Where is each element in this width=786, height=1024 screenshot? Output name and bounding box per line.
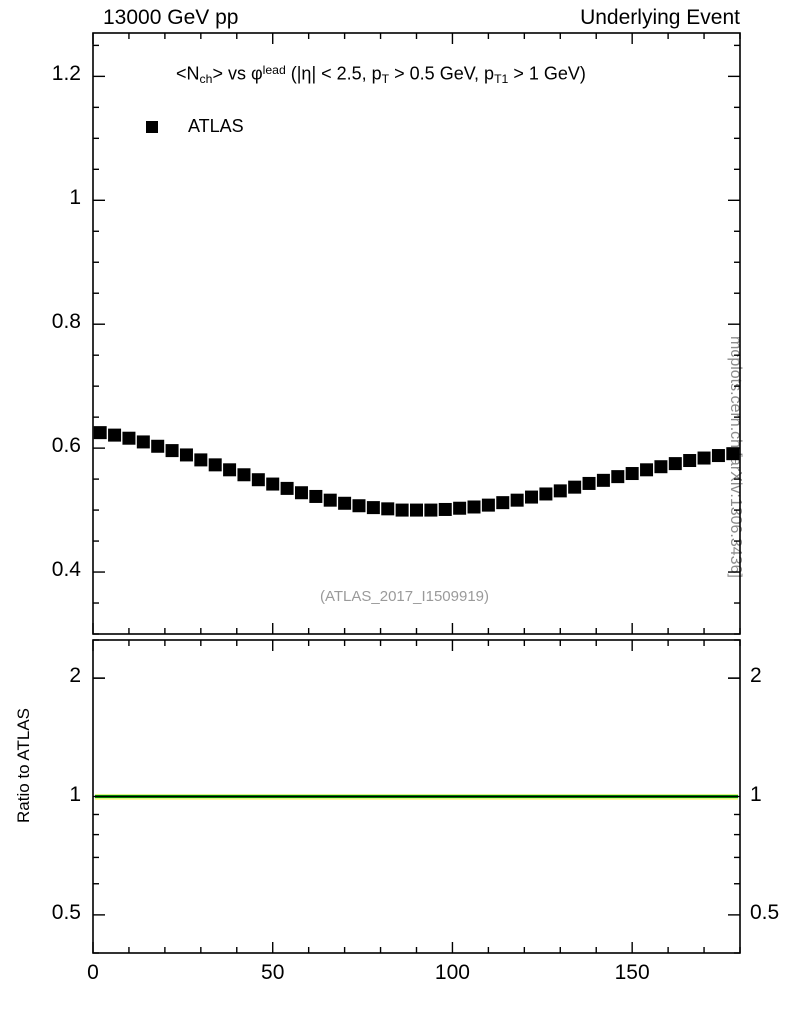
data-point	[237, 468, 251, 482]
title-cuts-mid: > 0.5 GeV, p	[389, 63, 495, 84]
x-tick-label: 50	[261, 961, 285, 984]
data-point	[496, 496, 510, 510]
data-point	[309, 489, 323, 503]
x-tick-label: 150	[614, 961, 650, 984]
title-pt1-sub: T1	[494, 72, 509, 87]
data-point	[352, 499, 366, 513]
data-point	[683, 454, 697, 468]
data-point	[553, 484, 567, 498]
main-y-tick-label: 0.6	[51, 434, 81, 458]
data-point	[366, 501, 380, 515]
title-observable-sub: ch	[199, 72, 213, 87]
data-point	[510, 493, 524, 507]
title-observable-close: > vs	[212, 63, 251, 84]
plot-title: <Nch> vs φlead (|η| < 2.5, pT > 0.5 GeV,…	[176, 63, 586, 86]
data-point	[410, 503, 423, 517]
data-point	[136, 435, 150, 449]
main-plot-frame	[92, 32, 741, 635]
data-point	[251, 473, 265, 487]
ratio-y-tick-label-left: 0.5	[51, 900, 81, 924]
data-series-atlas	[93, 426, 740, 517]
data-point	[194, 453, 208, 467]
x-tick-label: 100	[434, 961, 470, 984]
legend: ATLAS	[146, 116, 244, 137]
data-point	[93, 426, 107, 440]
data-point	[294, 486, 308, 500]
main-y-tick-label: 0.4	[51, 558, 81, 582]
header-analysis-category: Underlying Event	[580, 6, 740, 29]
data-point	[726, 447, 740, 461]
data-point	[122, 431, 136, 445]
title-pt-sub: T	[381, 72, 390, 87]
title-phi-sup: lead	[262, 63, 286, 77]
data-point	[108, 428, 122, 442]
data-point	[481, 498, 495, 512]
x-tick-label: 0	[87, 961, 99, 984]
data-point	[395, 503, 409, 517]
data-point	[596, 473, 610, 487]
data-point	[223, 463, 237, 477]
legend-label-atlas: ATLAS	[188, 116, 244, 136]
data-point	[381, 502, 395, 516]
data-point	[568, 480, 582, 494]
data-point	[165, 444, 179, 458]
data-point	[640, 463, 654, 477]
data-point	[668, 457, 682, 471]
data-point	[467, 500, 481, 514]
legend-marker-atlas	[146, 120, 158, 133]
data-point	[179, 448, 193, 462]
title-cuts-close: > 1 GeV)	[508, 63, 586, 84]
data-point	[151, 439, 165, 453]
main-y-tick-label: 1	[69, 186, 81, 210]
main-y-tick-label: 0.8	[51, 310, 81, 334]
data-point	[611, 470, 625, 484]
data-point	[697, 451, 711, 465]
data-point	[654, 460, 668, 474]
data-point	[453, 501, 467, 515]
data-point	[525, 490, 539, 504]
analysis-id-label: (ATLAS_2017_I1509919)	[320, 588, 490, 605]
ratio-y-tick-label-right: 0.5	[750, 900, 780, 924]
ratio-y-tick-label-left: 2	[69, 664, 81, 688]
data-point	[625, 467, 639, 481]
data-point	[266, 477, 280, 491]
ratio-y-tick-label-left: 1	[69, 782, 81, 806]
data-point	[582, 476, 596, 490]
title-observable-open: <N	[176, 63, 200, 84]
ratio-y-tick-label-right: 2	[750, 664, 762, 688]
data-point	[280, 481, 294, 495]
data-point	[424, 503, 438, 517]
data-point	[323, 493, 337, 507]
ratio-y-tick-label-right: 1	[750, 782, 762, 806]
data-point	[338, 496, 352, 510]
data-point	[539, 487, 553, 501]
data-point	[711, 449, 725, 463]
header-beam-energy: 13000 GeV pp	[103, 6, 239, 29]
title-phi-symbol: φ	[250, 63, 263, 84]
data-point	[208, 458, 222, 472]
data-point	[438, 502, 452, 516]
title-cuts-open: (|η| < 2.5, p	[285, 63, 382, 84]
main-y-tick-label: 1.2	[51, 62, 81, 86]
